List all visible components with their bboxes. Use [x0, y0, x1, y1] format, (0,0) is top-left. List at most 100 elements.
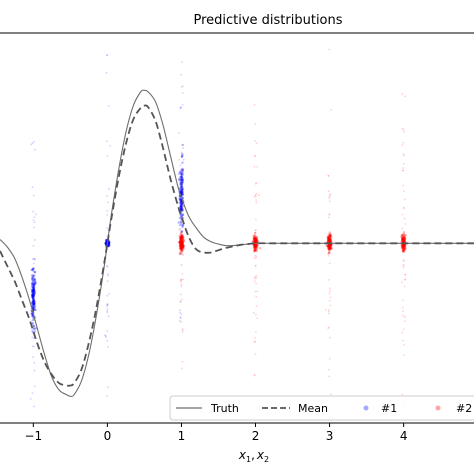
- scatter-point: [327, 237, 330, 240]
- scatter-point: [253, 238, 256, 241]
- scatter-point: [181, 244, 184, 247]
- scatter-point: [181, 240, 184, 243]
- scatter-point: [329, 304, 332, 307]
- scatter-point: [105, 336, 107, 338]
- scatter-point: [254, 244, 258, 248]
- scatter-point: [181, 231, 184, 234]
- x-label-sub-1: 1: [246, 455, 251, 464]
- scatter-point: [180, 193, 184, 196]
- scatter-point: [253, 240, 256, 244]
- scatter-point: [32, 287, 35, 290]
- scatter-point: [328, 240, 331, 243]
- scatter-point: [253, 243, 257, 246]
- scatter-point: [33, 299, 36, 303]
- scatter-point: [180, 239, 183, 242]
- scatter-point: [31, 295, 34, 298]
- scatter-point: [181, 240, 183, 243]
- scatter-point: [404, 237, 407, 240]
- scatter-point: [181, 167, 184, 171]
- scatter-point: [31, 392, 34, 394]
- scatter-point: [105, 239, 108, 242]
- scatter-point: [402, 237, 405, 240]
- scatter-point: [253, 244, 256, 247]
- scatter-point: [181, 190, 184, 194]
- scatter-point: [179, 204, 183, 208]
- scatter-point: [328, 245, 332, 248]
- scatter-point: [254, 237, 258, 241]
- scatter-point: [329, 238, 333, 241]
- scatter-point: [403, 285, 406, 288]
- scatter-point: [180, 189, 184, 192]
- scatter-point: [401, 169, 404, 172]
- scatter-point: [179, 247, 182, 251]
- scatter-point: [32, 295, 35, 298]
- scatter-point: [30, 285, 34, 288]
- scatter-point: [180, 238, 183, 241]
- series-line-mean: [0, 104, 474, 387]
- scatter-point: [254, 353, 257, 356]
- scatter-point: [32, 289, 35, 293]
- scatter-point: [106, 305, 109, 308]
- scatter-point: [30, 312, 33, 315]
- scatter-point: [32, 289, 36, 293]
- scatter-point: [253, 246, 256, 250]
- scatter-point: [33, 304, 36, 307]
- scatter-point: [328, 240, 331, 243]
- scatter-point: [31, 322, 34, 325]
- scatter-point: [251, 240, 255, 243]
- scatter-point: [32, 283, 36, 287]
- scatter-point: [402, 238, 405, 242]
- scatter-point: [253, 240, 257, 244]
- scatter-point: [255, 182, 257, 185]
- scatter-point: [181, 236, 185, 240]
- scatter-point: [253, 240, 257, 243]
- scatter-point: [179, 227, 182, 230]
- scatter-point: [106, 265, 108, 267]
- scatter-point: [181, 152, 184, 156]
- scatter-point: [179, 237, 182, 241]
- scatter-point: [180, 190, 184, 194]
- scatter-point: [255, 264, 257, 267]
- scatter-point: [327, 247, 331, 250]
- scatter-point: [180, 248, 183, 251]
- scatter-point: [181, 204, 185, 208]
- scatter-point: [179, 189, 183, 192]
- scatter-point: [106, 339, 109, 342]
- scatter-point: [179, 241, 182, 245]
- scatter-point: [329, 233, 332, 237]
- scatter-point: [254, 249, 257, 252]
- scatter-point: [180, 248, 182, 251]
- scatter-point: [34, 308, 37, 312]
- scatter-point: [402, 184, 405, 187]
- scatter-point: [401, 245, 405, 249]
- scatter-point: [179, 242, 182, 245]
- scatter-point: [253, 280, 256, 283]
- scatter-point: [32, 269, 35, 272]
- scatter-point: [328, 212, 331, 215]
- scatter-point: [179, 244, 182, 248]
- scatter-point: [180, 298, 183, 301]
- scatter-point: [32, 274, 35, 278]
- scatter-point: [329, 240, 332, 243]
- scatter-point: [402, 239, 405, 242]
- scatter-point: [179, 198, 182, 200]
- scatter-point: [177, 221, 180, 224]
- scatter-point: [253, 236, 257, 239]
- scatter-point: [31, 276, 34, 279]
- scatter-point: [179, 241, 182, 244]
- scatter-point: [178, 201, 181, 204]
- scatter-point: [31, 295, 34, 298]
- scatter-point: [254, 290, 257, 293]
- scatter-point: [327, 252, 331, 255]
- scatter-point: [31, 286, 35, 290]
- scatter-point: [181, 360, 184, 363]
- scatter-point: [255, 245, 258, 248]
- scatter-point: [403, 198, 406, 201]
- scatter-point: [255, 192, 258, 195]
- scatter-point: [327, 238, 330, 242]
- scatter-point: [179, 244, 183, 247]
- scatter-point: [181, 195, 184, 197]
- scatter-point: [329, 239, 332, 243]
- scatter-point: [178, 216, 182, 220]
- scatter-point: [181, 233, 184, 237]
